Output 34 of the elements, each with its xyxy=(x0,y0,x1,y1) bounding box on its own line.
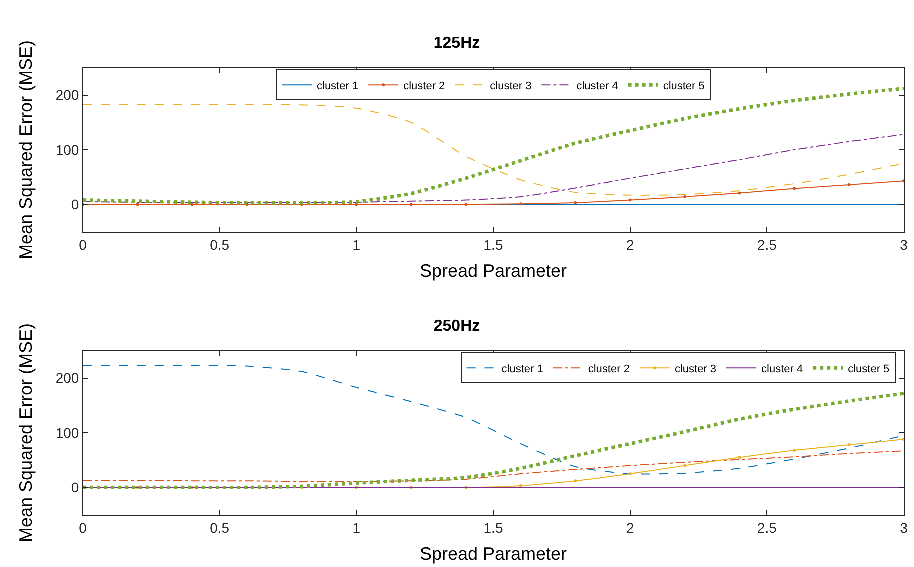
legend-label: cluster 4 xyxy=(576,80,618,92)
legend-label: cluster 4 xyxy=(762,363,804,376)
chart-title: 250Hz xyxy=(434,318,480,336)
legend-label: cluster 2 xyxy=(588,363,630,376)
x-tick-label: 0.5 xyxy=(210,520,230,536)
x-tick-label: 2.5 xyxy=(757,520,778,536)
legend-label: cluster 3 xyxy=(674,363,717,376)
y-axis-title: Mean Squared Error (MSE) xyxy=(16,323,36,543)
x-tick-label: 1.5 xyxy=(484,520,504,536)
x-tick-label: 3 xyxy=(900,236,908,253)
y-tick-label: 100 xyxy=(56,424,80,441)
y-tick-label: 0 xyxy=(71,196,80,213)
x-tick-label: 2.5 xyxy=(757,236,778,253)
x-tick-label: 3 xyxy=(900,520,908,536)
x-tick-label: 1 xyxy=(352,236,361,253)
legend-label: cluster 1 xyxy=(317,80,359,92)
legend-label: cluster 2 xyxy=(404,80,446,92)
legend-label: cluster 5 xyxy=(663,80,705,92)
legend-label: cluster 3 xyxy=(490,80,532,92)
x-tick-label: 1.5 xyxy=(484,236,504,253)
x-tick-label: 2 xyxy=(626,520,634,536)
y-tick-label: 200 xyxy=(56,87,80,104)
y-axis-title: Mean Squared Error (MSE) xyxy=(16,40,36,260)
x-axis-title: Spread Parameter xyxy=(420,260,568,281)
x-tick-label: 0.5 xyxy=(210,236,230,253)
y-tick-label: 0 xyxy=(71,480,80,496)
y-tick-label: 100 xyxy=(56,142,80,158)
y-tick-label: 200 xyxy=(56,370,80,386)
legend-label: cluster 5 xyxy=(848,363,890,376)
x-tick-label: 2 xyxy=(626,236,634,253)
x-axis-title: Spread Parameter xyxy=(420,544,568,564)
chart-title: 125Hz xyxy=(434,35,480,52)
legend-label: cluster 1 xyxy=(502,363,544,376)
x-tick-label: 1 xyxy=(352,520,361,536)
